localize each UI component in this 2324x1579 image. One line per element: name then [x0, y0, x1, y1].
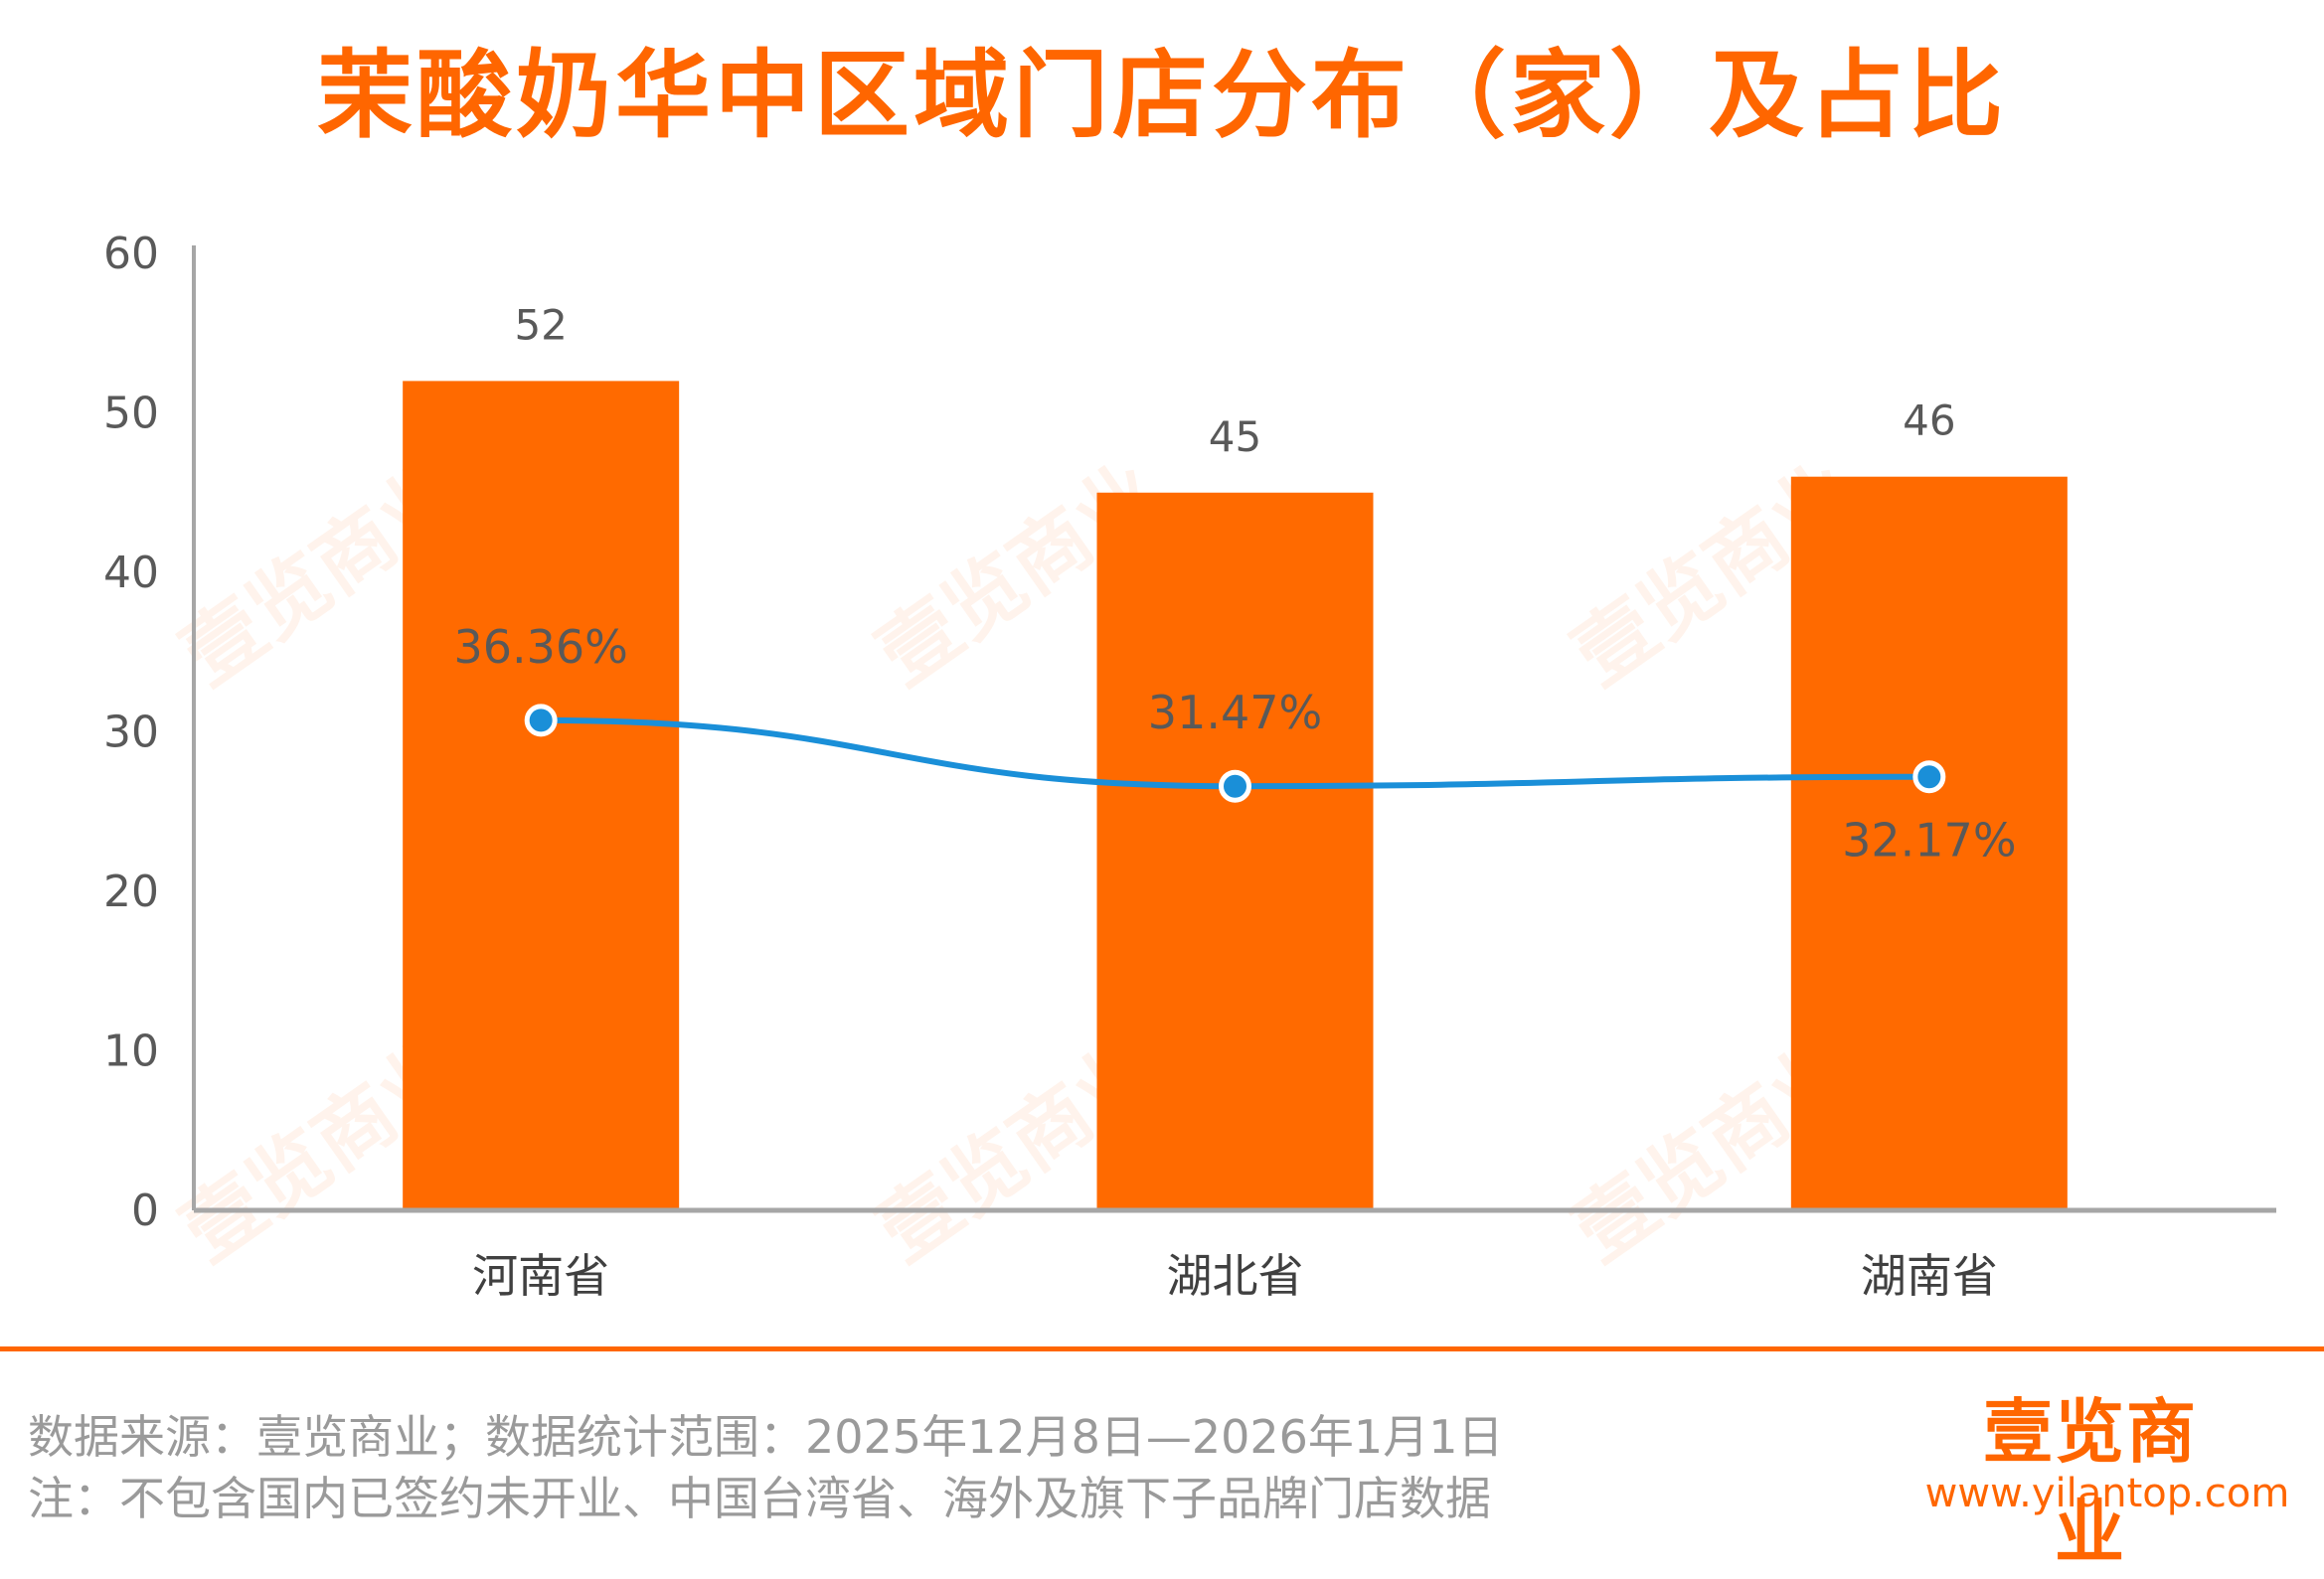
bar-value-label: 46 [1903, 396, 1955, 445]
bar [403, 381, 680, 1210]
bar [1096, 492, 1374, 1210]
y-tick-label: 30 [103, 708, 159, 758]
share-data-label: 31.47% [1148, 686, 1322, 739]
x-category-label: 河南省 [472, 1249, 609, 1303]
bar-value-label: 45 [1209, 412, 1261, 461]
y-tick-label: 40 [103, 548, 159, 598]
bar [1790, 476, 2068, 1210]
line-series: 36.36% 31.47% 32.17% [453, 620, 2016, 868]
share-point [1219, 769, 1251, 803]
share-data-label: 32.17% [1842, 814, 2016, 868]
y-tick-label: 50 [103, 389, 159, 439]
y-tick-label: 60 [103, 229, 159, 279]
footnote-text: 注：不包含国内已签约未开业、中国台湾省、海外及旗下子品牌门店数据 [28, 1472, 1491, 1525]
axes [192, 245, 2276, 1213]
brand-logo: 壹览商业 [1983, 1391, 2198, 1573]
bar-data-labels: 52 45 46 [514, 300, 1955, 460]
bar-value-label: 52 [514, 300, 567, 349]
y-tick-label: 20 [103, 867, 159, 917]
share-data-label: 36.36% [453, 620, 627, 674]
y-axis: 0 10 20 30 40 50 60 [103, 229, 159, 1236]
footer-divider [0, 1346, 2324, 1351]
chart-title: 茉酸奶华中区域门店分布（家）及占比 [317, 40, 2007, 151]
y-tick-label: 10 [103, 1026, 159, 1077]
bar-series [403, 381, 2068, 1210]
brand-url: www.yilantop.com [1924, 1471, 2290, 1516]
y-tick-label: 0 [131, 1185, 159, 1236]
x-category-label: 湖南省 [1861, 1249, 1998, 1303]
x-axis-labels: 河南省 湖北省 湖南省 [472, 1249, 1998, 1303]
data-source-text: 数据来源：壹览商业；数据统计范围：2025年12月8日—2026年1月1日 [28, 1410, 1504, 1464]
share-point [524, 704, 558, 737]
share-point [1912, 760, 1946, 794]
x-category-label: 湖北省 [1167, 1249, 1304, 1303]
